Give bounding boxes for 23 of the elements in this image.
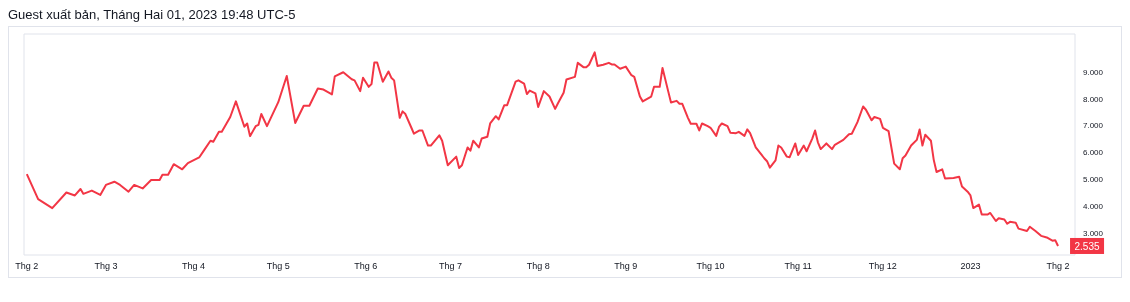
x-tick-label: Thg 2 <box>1046 261 1070 272</box>
y-tick-label: 5.000 <box>1083 175 1104 185</box>
annotation: 2.535 <box>1074 240 1100 252</box>
x-tick-label: Thg 9 <box>614 261 638 272</box>
x-tick-label: Thg 6 <box>354 261 378 272</box>
x-tick-label: 2023 <box>960 261 981 272</box>
y-tick-label: 9.000 <box>1083 67 1104 77</box>
y-tick-label: 3.000 <box>1083 229 1104 239</box>
y-tick-label: 4.000 <box>1083 202 1104 212</box>
y-tick-label: 7.000 <box>1083 121 1104 131</box>
x-tick-label: Thg 5 <box>266 261 290 272</box>
x-tick-label: Thg 11 <box>784 261 812 272</box>
line-series <box>25 51 1060 247</box>
chart-title: Guest xuất bản, Tháng Hai 01, 2023 19:48 UTC-5 <box>8 7 297 24</box>
x-tick-label: Thg 10 <box>696 261 725 272</box>
x-tick-label: Thg 4 <box>182 261 206 272</box>
x-tick-label: Thg 3 <box>94 261 118 272</box>
x-tick-label: Thg 7 <box>439 261 463 272</box>
x-tick-label: Thg 8 <box>526 261 550 272</box>
x-tick-label: Thg 12 <box>868 261 897 272</box>
x-tick-label: Thg 2 <box>15 261 39 272</box>
y-tick-label: 8.000 <box>1083 94 1104 104</box>
y-tick-label: 6.000 <box>1083 148 1104 158</box>
